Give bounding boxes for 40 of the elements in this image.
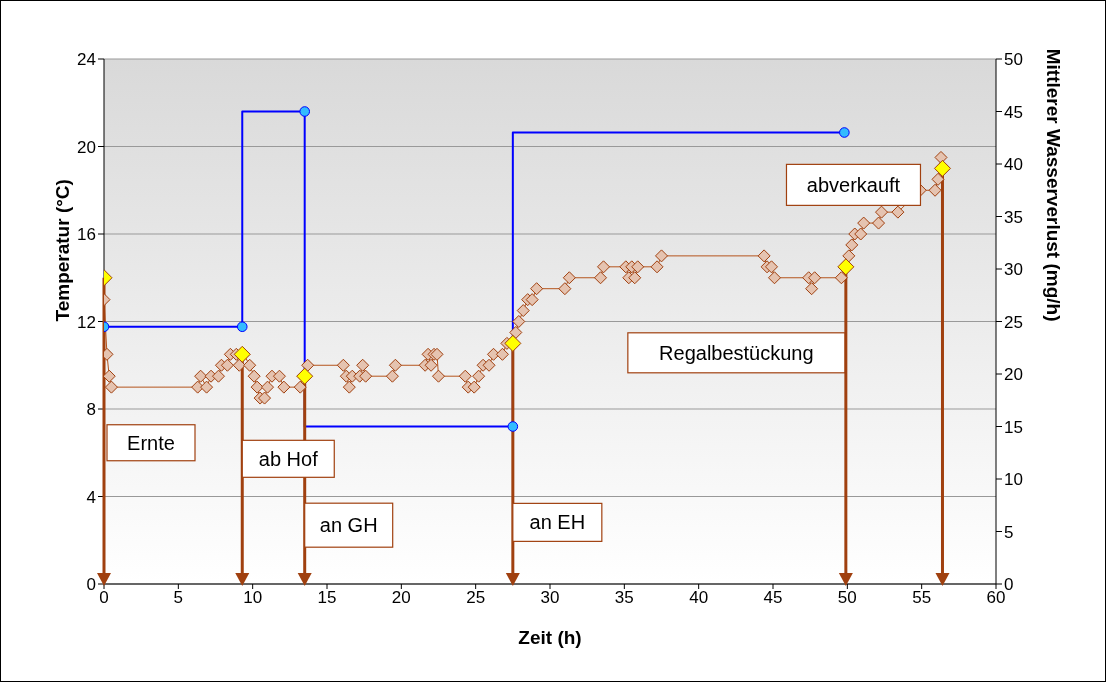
x-tick-label: 15: [317, 588, 337, 608]
y2-tick-label: 35: [1004, 207, 1023, 227]
y-tick-label: 24: [77, 50, 96, 70]
y-axis-title: Temperatur (°C): [51, 179, 73, 322]
x-tick-label: 50: [837, 588, 857, 608]
y-tick-label: 4: [86, 487, 96, 507]
y2-tick-label: 20: [1004, 365, 1023, 385]
x-tick-label: 25: [466, 588, 486, 608]
annotation: Regalbestückung: [659, 341, 814, 364]
annotation: ab Hof: [258, 447, 319, 470]
y2-tick-label: 0: [1004, 575, 1014, 595]
y-tick-label: 20: [77, 137, 96, 157]
annotation: Ernte: [127, 431, 175, 454]
annotation: abverkauft: [806, 173, 901, 196]
y2-tick-label: 40: [1004, 155, 1023, 175]
x-tick-label: 0: [99, 588, 109, 608]
y2-tick-label: 5: [1004, 522, 1014, 542]
y2-axis-title: Mittlerer Wasserverlust (mg/h): [1043, 48, 1065, 322]
x-axis-title: Zeit (h): [518, 627, 582, 648]
x-tick-label: 10: [243, 588, 263, 608]
annotation: an GH: [319, 514, 378, 537]
x-tick-label: 20: [391, 588, 411, 608]
x-tick-label: 30: [540, 588, 560, 608]
y2-tick-label: 15: [1004, 417, 1023, 437]
x-tick-label: 35: [614, 588, 634, 608]
x-tick-label: 55: [912, 588, 932, 608]
y-tick-label: 0: [86, 575, 96, 595]
y-tick-label: 16: [77, 225, 96, 245]
y2-tick-label: 45: [1004, 102, 1023, 122]
y2-tick-label: 10: [1004, 470, 1023, 490]
y2-tick-label: 25: [1004, 312, 1023, 332]
y-tick-label: 12: [77, 312, 96, 332]
x-tick-label: 60: [986, 588, 1006, 608]
y2-tick-label: 50: [1004, 50, 1023, 70]
x-tick-label: 40: [689, 588, 709, 608]
y2-tick-label: 30: [1004, 260, 1023, 280]
x-tick-label: 45: [763, 588, 783, 608]
y-tick-label: 8: [86, 400, 96, 420]
x-tick-label: 5: [173, 588, 184, 608]
annotation: an EH: [529, 511, 586, 534]
